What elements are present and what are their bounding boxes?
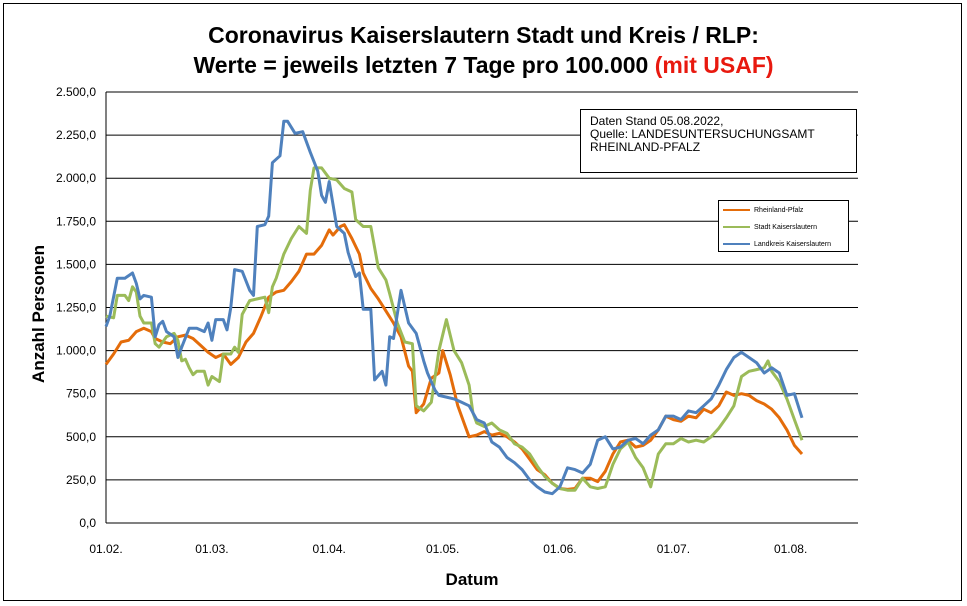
y-tick-labels: 0,0 250,0 500,0 750,0 1.000,0 1.250,0 1.500,0 1… xyxy=(56,85,96,530)
y-tick-label: 2.250,0 xyxy=(56,128,96,142)
y-tick-label: 2.500,0 xyxy=(56,85,96,99)
y-tick-label: 500,0 xyxy=(66,430,96,444)
chart-title-line2: Werte = jeweils letzten 7 Tage pro 100.0… xyxy=(0,52,967,79)
chart-title-highlight: (mit USAF) xyxy=(654,52,774,78)
y-axis-title: Anzahl Personen xyxy=(29,245,48,383)
source-line-1: Daten Stand 05.08.2022, xyxy=(590,114,724,128)
x-tick-labels: 01.02. 01.03. 01.04. 01.05. 01.06. 01.07. 01.0… xyxy=(89,542,807,556)
chart-title-line2-main: Werte = jeweils letzten 7 Tage pro 100.0… xyxy=(193,52,655,78)
y-tick-label: 0,0 xyxy=(79,516,96,530)
y-tick-label: 2.000,0 xyxy=(56,171,96,185)
x-tick-label: 01.04. xyxy=(312,542,345,556)
series-lines xyxy=(104,119,804,496)
source-line-2: Quelle: LANDESUNTERSUCHUNGSAMT xyxy=(590,127,815,141)
legend-label-stadt: Stadt Kaiserslautern xyxy=(754,223,818,231)
data-source-box: Daten Stand 05.08.2022, Quelle: LANDESUN… xyxy=(580,109,857,173)
chart-title-line1: Coronavirus Kaiserslautern Stadt und Kre… xyxy=(208,22,759,48)
chart-frame xyxy=(3,3,962,601)
x-tick-label: 01.02. xyxy=(89,542,122,556)
x-tick-label: 01.05. xyxy=(426,542,459,556)
x-tick-label: 01.07. xyxy=(657,542,690,556)
y-tick-label: 250,0 xyxy=(66,473,96,487)
legend-item-rlp: Rheinland-Pfalz xyxy=(723,205,803,215)
series-line-1 xyxy=(105,166,804,492)
legend-label-rlp: Rheinland-Pfalz xyxy=(754,206,804,214)
legend-item-landkreis: Landkreis Kaiserslautern xyxy=(723,239,831,249)
legend-swatch-stadt xyxy=(723,226,750,228)
y-tick-label: 1.000,0 xyxy=(56,344,96,358)
legend-label-landkreis: Landkreis Kaiserslautern xyxy=(754,240,832,248)
y-tick-label: 1.750,0 xyxy=(56,214,96,228)
x-tick-label: 01.03. xyxy=(195,542,228,556)
y-tick-label: 750,0 xyxy=(66,387,96,401)
y-tick-label: 1.500,0 xyxy=(56,257,96,271)
source-line-3: RHEINLAND-PFALZ xyxy=(590,140,701,154)
legend-swatch-rlp xyxy=(723,209,750,211)
legend: Rheinland-Pfalz Stadt Kaiserslautern Lan… xyxy=(718,200,849,252)
series-line-2 xyxy=(104,119,804,496)
y-tick-label: 1.250,0 xyxy=(56,301,96,315)
x-tick-label: 01.08. xyxy=(774,542,807,556)
x-axis-title: Datum xyxy=(446,570,499,589)
legend-item-stadt: Stadt Kaiserslautern xyxy=(723,222,817,232)
x-tick-label: 01.06. xyxy=(543,542,576,556)
legend-swatch-landkreis xyxy=(723,243,750,245)
